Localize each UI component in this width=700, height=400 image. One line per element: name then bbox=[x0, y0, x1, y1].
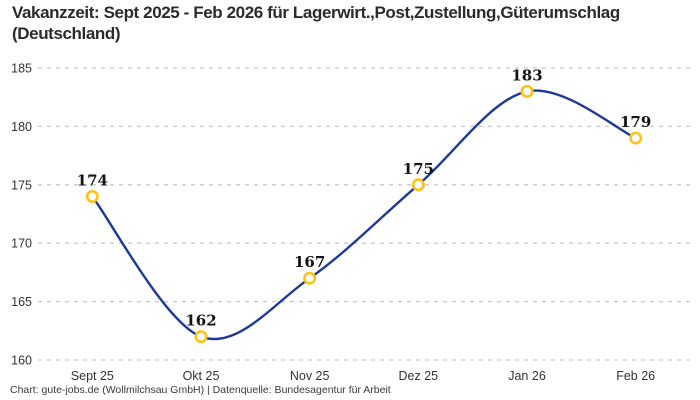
chart-title: Vakanzzeit: Sept 2025 - Feb 2026 für Lag… bbox=[12, 3, 620, 44]
data-point-label-feb-26: 179 bbox=[620, 113, 651, 131]
y-tick-label-170: 170 bbox=[11, 237, 32, 251]
data-point-label-dez-25: 175 bbox=[403, 160, 434, 178]
data-point-marker-sept-25 bbox=[85, 189, 99, 203]
y-tick-label-185: 185 bbox=[11, 62, 32, 76]
y-tick-label-175: 175 bbox=[11, 178, 32, 192]
x-axis-label-feb-26: Feb 26 bbox=[616, 369, 655, 383]
data-point-label-sept-25: 174 bbox=[77, 171, 108, 189]
chart-attribution: Chart: gute-jobs.de (Wollmilchsau GmbH) … bbox=[10, 384, 391, 396]
data-point-marker-feb-26 bbox=[629, 131, 643, 145]
data-point-marker-dez-25 bbox=[411, 178, 425, 192]
x-axis-label-okt-25: Okt 25 bbox=[183, 369, 220, 383]
x-axis-label-nov-25: Nov 25 bbox=[290, 369, 330, 383]
y-tick-label-180: 180 bbox=[11, 120, 32, 134]
series-line-vakanzzeit bbox=[91, 89, 637, 341]
data-point-marker-okt-25 bbox=[194, 330, 208, 344]
data-point-label-okt-25: 162 bbox=[185, 312, 216, 330]
x-axis-label-dez-25: Dez 25 bbox=[399, 369, 439, 383]
data-point-marker-jan-26 bbox=[520, 84, 534, 98]
y-tick-label-160: 160 bbox=[11, 354, 32, 368]
data-point-label-jan-26: 183 bbox=[511, 66, 542, 84]
data-point-label-nov-25: 167 bbox=[294, 253, 325, 271]
x-axis-label-sept-25: Sept 25 bbox=[71, 369, 114, 383]
x-axis-label-jan-26: Jan 26 bbox=[508, 369, 546, 383]
data-point-marker-nov-25 bbox=[303, 271, 317, 285]
y-tick-label-165: 165 bbox=[11, 295, 32, 309]
